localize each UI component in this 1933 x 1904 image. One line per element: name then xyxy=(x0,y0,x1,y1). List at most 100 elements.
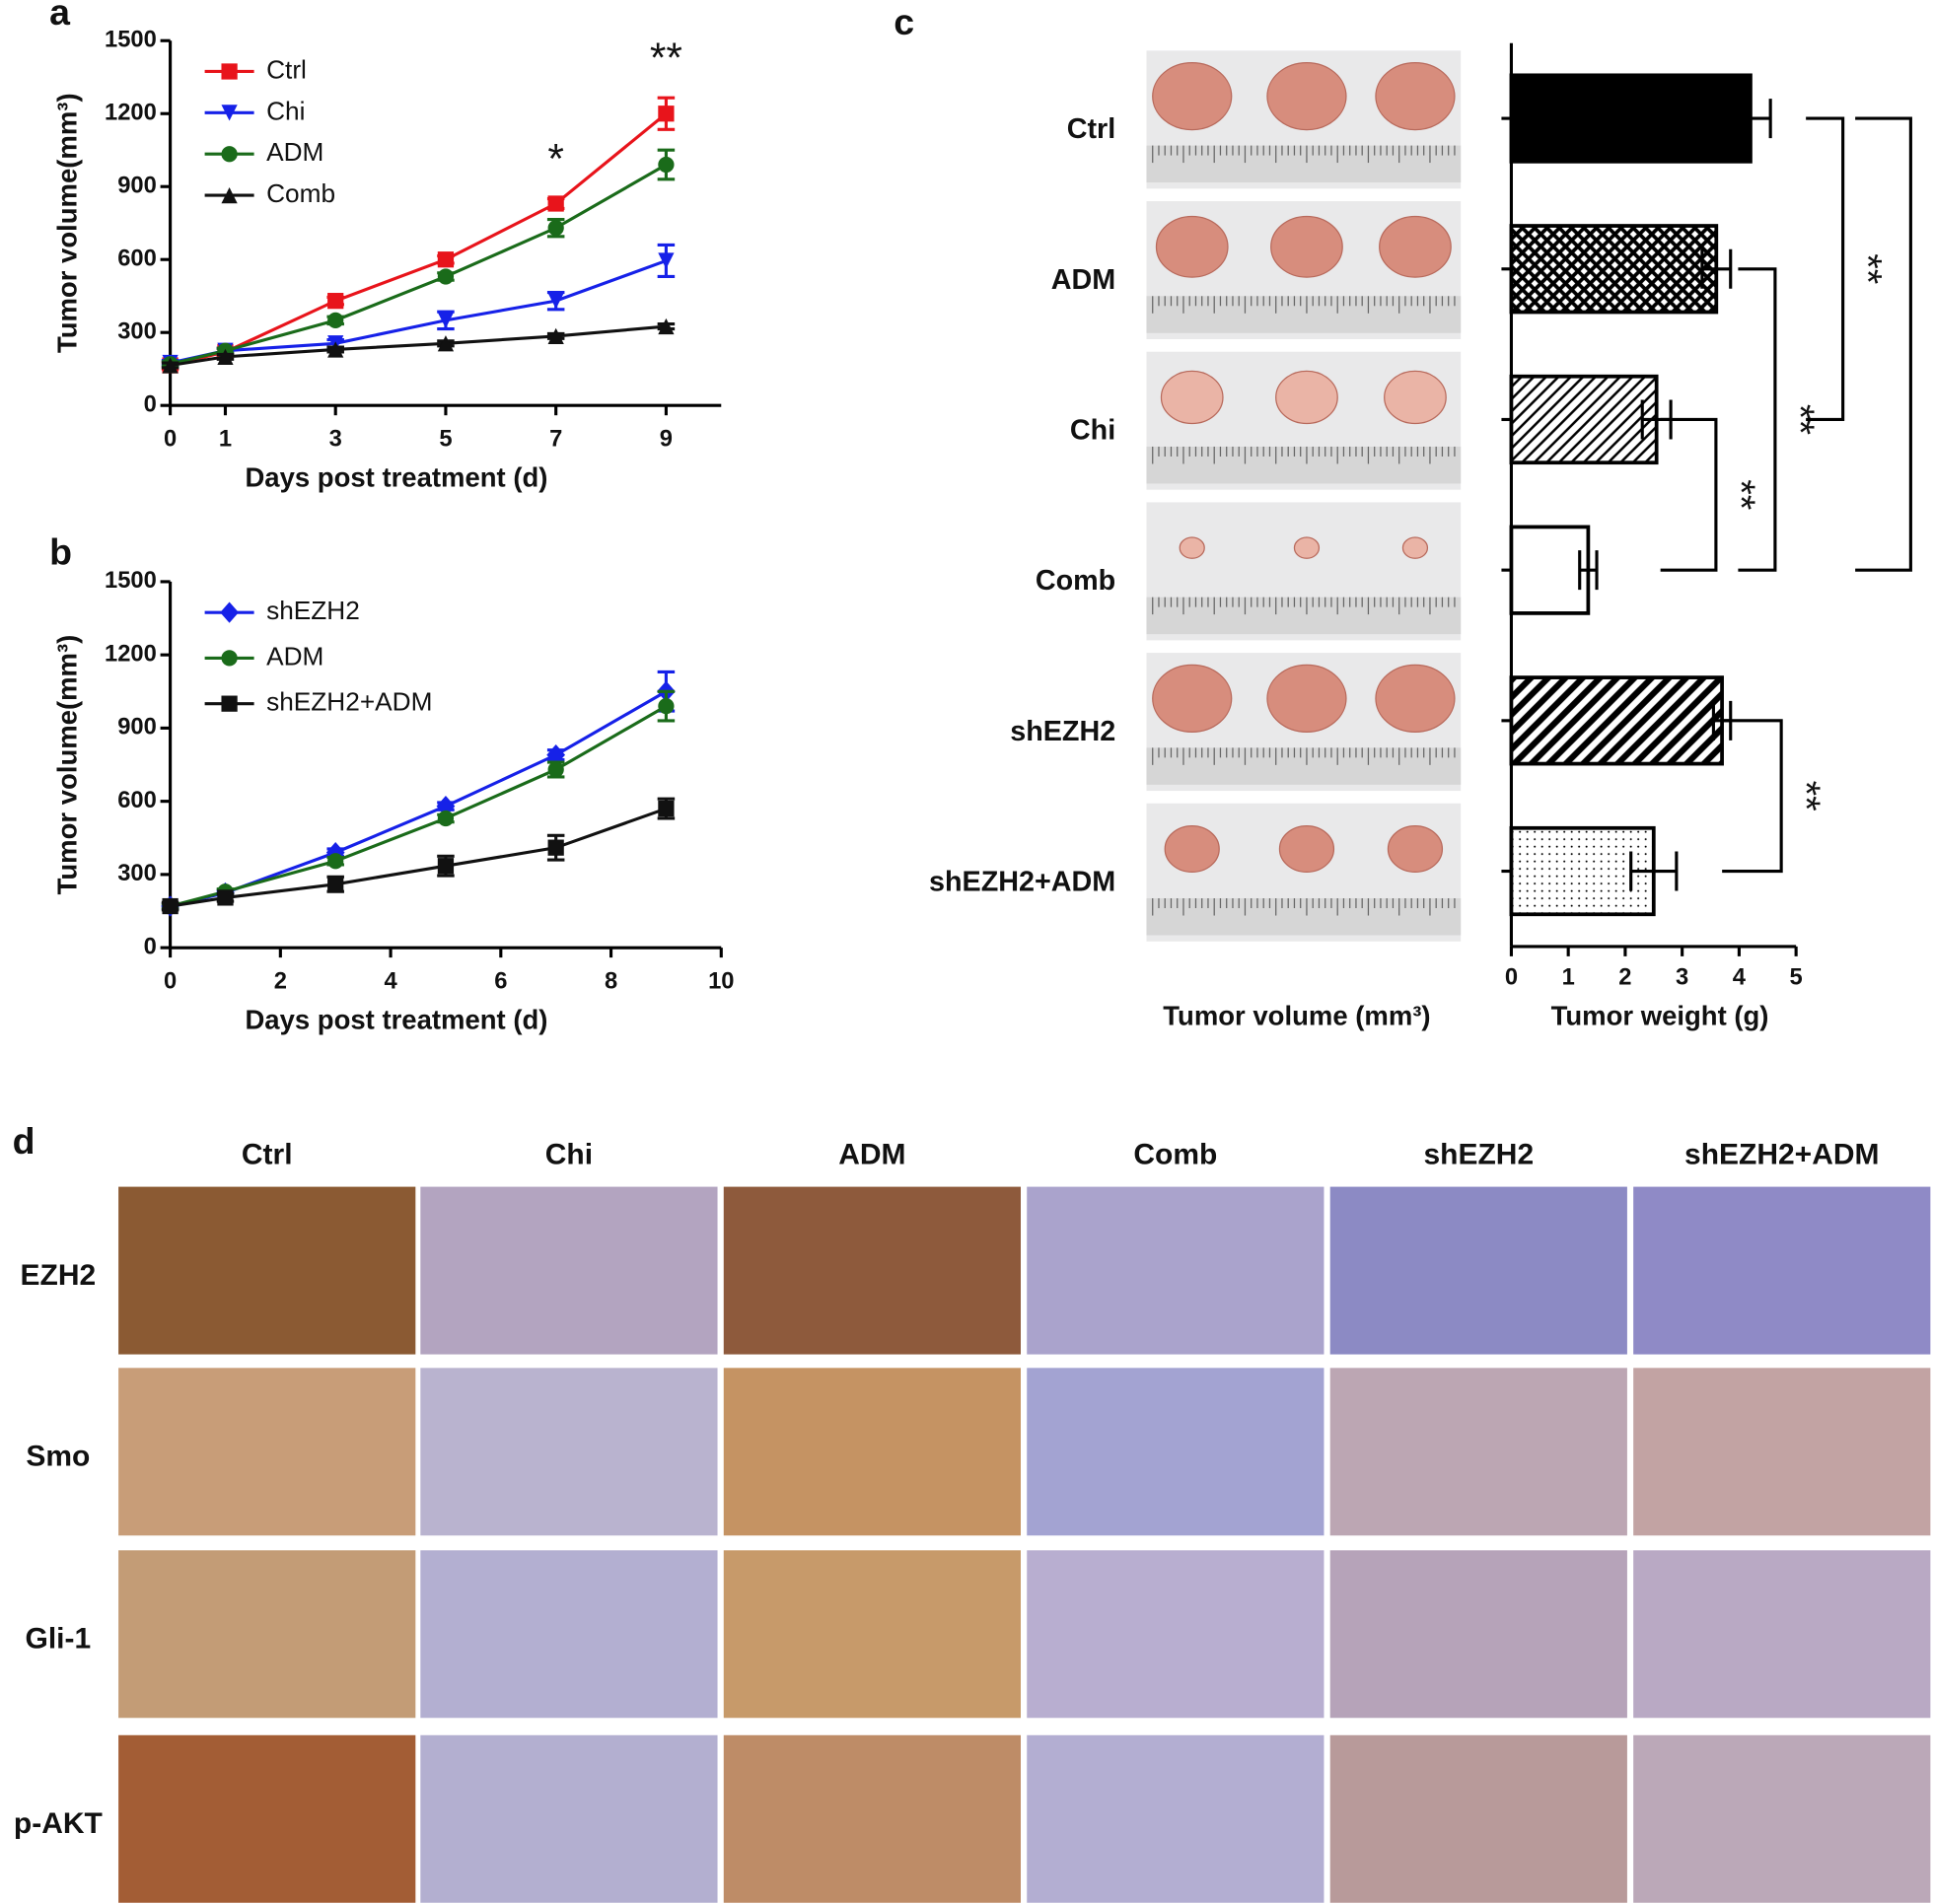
ihc-image xyxy=(1329,1550,1627,1719)
series-line xyxy=(170,258,667,365)
y-tick-label: 0 xyxy=(144,391,157,417)
x-axis-label: Days post treatment (d) xyxy=(245,461,547,492)
y-tick-label: 600 xyxy=(117,788,157,813)
legend-label: shEZH2+ADM xyxy=(266,687,432,717)
ruler xyxy=(1146,145,1462,183)
ihc-image xyxy=(1027,1186,1324,1355)
data-point xyxy=(658,698,675,715)
series-line xyxy=(170,704,668,908)
significance-label: ** xyxy=(1846,253,1890,284)
panel-label: c xyxy=(894,1,914,42)
ihc-image xyxy=(1633,1368,1931,1536)
ihc-image xyxy=(118,1734,416,1903)
data-point xyxy=(327,853,344,870)
panel-label: b xyxy=(49,530,72,572)
legend-marker xyxy=(221,105,238,121)
data-point xyxy=(658,106,675,122)
legend-label: Ctrl xyxy=(266,54,307,84)
x-tick-label: 4 xyxy=(1733,965,1747,991)
tumor xyxy=(1293,536,1321,559)
column-label: ADM xyxy=(838,1138,905,1170)
legend-marker xyxy=(221,695,238,712)
ihc-image xyxy=(420,1550,718,1719)
ruler xyxy=(1146,898,1462,936)
x-tick-label: 6 xyxy=(494,968,507,994)
x-tick-label: 2 xyxy=(1618,965,1631,991)
error-bar xyxy=(1700,248,1733,289)
data-point xyxy=(327,293,344,310)
bar xyxy=(1509,374,1659,465)
ruler xyxy=(1146,747,1462,785)
y-tick-label: 1200 xyxy=(105,101,157,126)
data-point xyxy=(658,156,675,174)
panel-label: d xyxy=(13,1120,36,1162)
data-point xyxy=(547,761,564,778)
data-point xyxy=(437,335,455,352)
data-point xyxy=(327,341,344,358)
tumor xyxy=(1152,664,1233,733)
tumor xyxy=(1179,536,1205,559)
x-tick-label: 3 xyxy=(329,426,342,452)
image-caption: Tumor volume (mm³) xyxy=(1163,1001,1430,1031)
y-tick-label: 900 xyxy=(117,173,157,198)
data-point xyxy=(658,800,675,817)
data-point xyxy=(437,312,455,328)
ihc-image xyxy=(1633,1550,1931,1719)
data-point xyxy=(658,252,675,269)
significance-label: ** xyxy=(1784,781,1827,811)
data-point xyxy=(162,357,179,374)
tumor xyxy=(1278,825,1335,874)
tumor xyxy=(1387,825,1444,874)
ihc-image xyxy=(1329,1734,1627,1903)
significance-label: ** xyxy=(1719,479,1762,510)
significance-bracket xyxy=(1660,417,1718,572)
y-tick-label: 600 xyxy=(117,246,157,271)
ihc-image xyxy=(118,1368,416,1536)
category-label: shEZH2 xyxy=(1010,716,1115,747)
series-line xyxy=(170,807,667,908)
y-tick-label: 300 xyxy=(117,318,157,344)
category-label: Ctrl xyxy=(1067,113,1116,145)
tumor xyxy=(1375,61,1456,131)
legend-marker xyxy=(221,186,238,204)
legend-label: ADM xyxy=(266,641,323,670)
ihc-image xyxy=(723,1368,1021,1536)
bar xyxy=(1509,224,1719,315)
data-point xyxy=(162,897,179,915)
data-point xyxy=(437,251,455,268)
data-point xyxy=(546,744,566,766)
tumor xyxy=(1379,215,1452,278)
x-tick-label: 0 xyxy=(164,968,177,994)
ihc-image xyxy=(1329,1368,1627,1536)
tumor xyxy=(1152,61,1233,131)
ihc-image xyxy=(420,1734,718,1903)
tumor-photo xyxy=(1146,502,1462,641)
legend-label: Chi xyxy=(266,96,305,125)
error-bar xyxy=(1729,99,1772,139)
tumor xyxy=(1401,536,1429,559)
data-point xyxy=(437,858,455,875)
y-tick-label: 900 xyxy=(117,715,157,740)
ruler xyxy=(1146,296,1462,333)
significance-bracket xyxy=(1722,719,1783,874)
category-label: Chi xyxy=(1070,415,1115,447)
x-tick-label: 3 xyxy=(1676,965,1688,991)
significance-bracket xyxy=(1806,116,1845,422)
x-tick-label: 0 xyxy=(1505,965,1518,991)
tumor-photo xyxy=(1146,201,1462,340)
legend-marker xyxy=(221,63,238,80)
y-axis-label: Tumor volume(mm³) xyxy=(51,93,82,353)
data-point xyxy=(437,268,455,285)
series-line xyxy=(170,163,668,366)
x-tick-label: 8 xyxy=(605,968,617,994)
data-point xyxy=(437,810,455,827)
series-line xyxy=(170,689,668,908)
tumor xyxy=(1164,825,1220,874)
legend-marker xyxy=(221,146,238,163)
x-tick-label: 7 xyxy=(549,426,562,452)
x-tick-label: 5 xyxy=(439,426,452,452)
panel-label: a xyxy=(49,0,71,33)
row-label: Smo xyxy=(26,1440,90,1472)
ihc-image xyxy=(723,1186,1021,1355)
y-axis-label: Tumor volume(mm³) xyxy=(51,635,82,895)
